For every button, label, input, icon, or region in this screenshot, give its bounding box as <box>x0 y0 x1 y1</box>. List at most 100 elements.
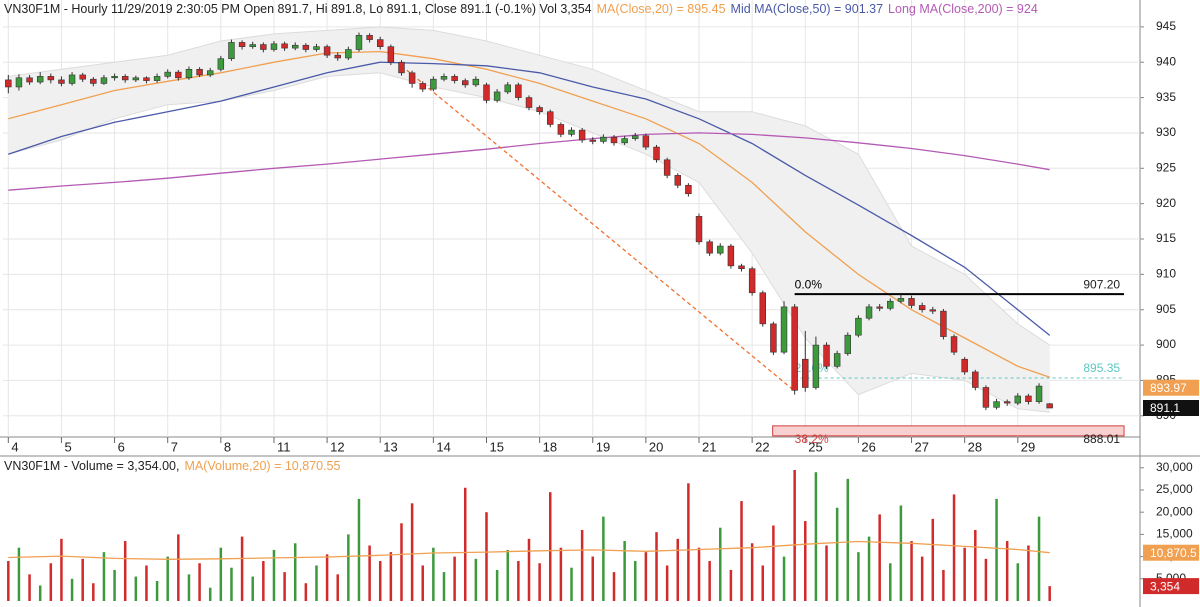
candle-body <box>238 42 246 47</box>
candle-body <box>600 136 607 142</box>
volume-bar <box>644 552 648 601</box>
volume-bar <box>889 563 892 601</box>
volume-bar <box>772 525 775 601</box>
volume-bar <box>846 478 850 601</box>
candle-body <box>1003 401 1011 404</box>
volume-bar <box>495 569 499 601</box>
chart-header: VN30F1M - Hourly 11/29/2019 2:30:05 PM O… <box>4 2 1038 16</box>
candle-body <box>206 70 214 76</box>
candle-body <box>302 44 310 50</box>
trendline <box>401 65 796 392</box>
volume-bar <box>920 556 924 601</box>
volume-bar <box>134 576 138 601</box>
fib-level: 38.2% <box>795 432 829 446</box>
x-tick-label: 18 <box>543 439 557 454</box>
candle-body <box>132 77 140 81</box>
volume-bar <box>177 534 180 601</box>
candle-body <box>355 35 363 50</box>
volume-bar <box>293 543 297 601</box>
volume-bar <box>899 505 903 601</box>
volume-bar <box>952 494 956 601</box>
candle-body <box>79 74 86 80</box>
candle-body <box>525 97 533 108</box>
volume-bar <box>251 576 254 601</box>
volume-bar <box>49 563 53 601</box>
candle-body <box>610 136 618 144</box>
volume-bar <box>92 583 95 601</box>
candle-body <box>802 358 809 388</box>
candle-body <box>865 306 873 319</box>
band-area <box>8 26 1050 413</box>
volume-bar <box>28 574 31 601</box>
x-tick-label: 8 <box>224 439 231 454</box>
x-tick-label: 29 <box>1021 439 1035 454</box>
candle-body <box>908 298 915 306</box>
candle-body <box>377 39 384 47</box>
volume-bar <box>910 541 913 601</box>
x-tick-label: 13 <box>383 439 397 454</box>
volume-bar <box>230 567 233 601</box>
x-tick-label: 11 <box>277 439 291 454</box>
price-badge: 893.97 <box>1143 379 1199 396</box>
volume-bar <box>240 536 244 601</box>
x-tick-label: 7 <box>171 439 178 454</box>
volume-bar <box>432 547 435 601</box>
candle-body <box>897 298 905 302</box>
candle-body <box>345 49 352 59</box>
volume-bar <box>814 472 818 601</box>
candle-body <box>536 107 543 113</box>
volume-header: VN30F1M - Volume = 3,354.00, MA(Volume,20… <box>4 459 341 473</box>
volume-bar <box>463 487 467 601</box>
candle-body <box>430 78 437 90</box>
badge-box <box>1143 544 1199 561</box>
candle-body <box>578 129 586 141</box>
volume-bar <box>687 483 690 601</box>
volume-bar <box>166 556 169 601</box>
x-tick-label: 27 <box>915 439 929 454</box>
volume-bar <box>283 572 286 601</box>
y-tick-label: 935 <box>1156 90 1176 104</box>
candle-body <box>281 43 288 49</box>
candle-body <box>387 46 395 63</box>
volume-bar <box>442 572 446 601</box>
x-tick-label: 20 <box>649 439 663 454</box>
fib-value: 907.20 <box>1083 277 1120 291</box>
volume-bar <box>942 569 945 601</box>
price-badge: 10,870.5 <box>1143 544 1199 561</box>
y-tick-label: 930 <box>1156 125 1176 139</box>
candle-body <box>738 265 745 270</box>
volume-bar <box>825 545 828 601</box>
candle-body <box>653 146 660 161</box>
badge-box <box>1143 379 1199 396</box>
volume-bar <box>974 529 977 601</box>
volume-bar <box>963 547 966 601</box>
volume-bar <box>410 503 414 601</box>
x-tick-label: 28 <box>968 439 982 454</box>
volume-bar <box>878 514 881 601</box>
candle-body <box>90 78 97 84</box>
candle-body <box>5 79 12 88</box>
volume-bar <box>634 561 637 601</box>
fib-zone <box>772 425 1125 437</box>
legend-entry: MA(Volume,20) = 10,870.55 <box>184 459 340 473</box>
candle-body <box>58 79 65 84</box>
volume-bar <box>538 563 541 601</box>
volume-bar <box>347 534 350 601</box>
candle-body <box>685 184 692 195</box>
x-tick-label: 5 <box>64 439 71 454</box>
candle-body <box>940 310 947 337</box>
volume-bar <box>102 552 106 601</box>
candle-body <box>153 76 161 81</box>
volume-bar <box>602 516 605 601</box>
volume-bar <box>804 521 807 601</box>
candle-body <box>961 358 968 373</box>
candle-body <box>780 306 788 353</box>
volume-bar <box>368 545 371 601</box>
candle-body <box>706 241 713 254</box>
x-tick-label: 25 <box>808 439 822 454</box>
candle-body <box>812 344 820 388</box>
volume-bar <box>400 523 403 601</box>
y-tick-label: 920 <box>1156 196 1176 210</box>
badge-label: 10,870.5 <box>1150 546 1197 560</box>
header-text: VN30F1M - Volume = 3,354.00, <box>4 459 179 473</box>
